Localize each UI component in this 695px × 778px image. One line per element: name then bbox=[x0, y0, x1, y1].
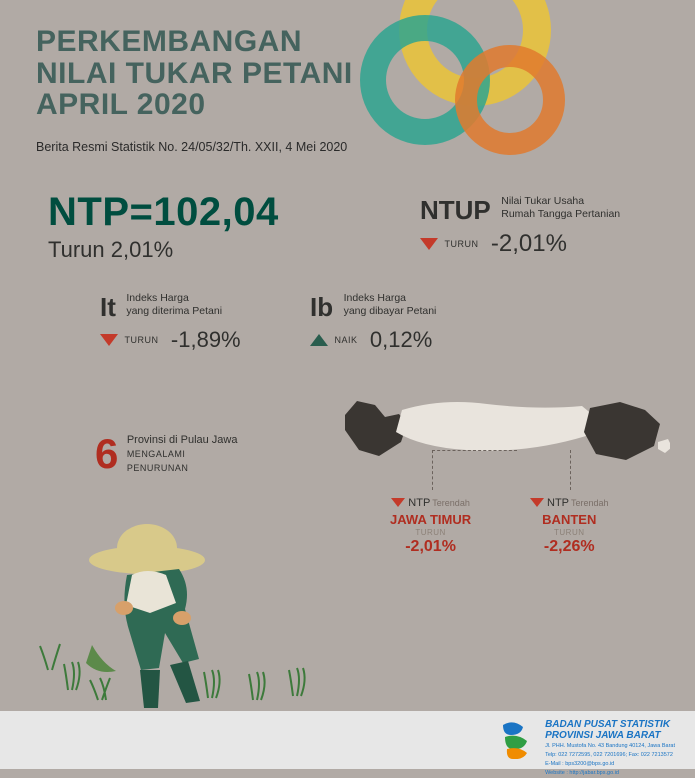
footer-web: Website : http://jabar.bps.go.id bbox=[545, 770, 675, 777]
ntp-value: NTP=102,04 bbox=[48, 190, 279, 235]
it-value: -1,89% bbox=[171, 327, 241, 353]
ib-direction-label: NAIK bbox=[334, 335, 357, 345]
farmer-illustration bbox=[32, 500, 332, 720]
provinces-stat: 6 Provinsi di Pulau Jawa MENGALAMI PENUR… bbox=[95, 430, 237, 478]
it-direction-label: TURUN bbox=[124, 335, 158, 345]
footer-addr: Jl. PHH. Mustofa No. 43 Bandung 40124, J… bbox=[545, 743, 675, 750]
footer-org2: PROVINSI JAWA BARAT bbox=[545, 730, 675, 741]
ntp-main-stat: NTP=102,04 Turun 2,01% bbox=[48, 190, 279, 263]
ntup-value: -2,01% bbox=[491, 230, 567, 258]
callout-region: JAWA TIMUR bbox=[390, 512, 471, 527]
it-stat: It Indeks Harga yang diterima Petani TUR… bbox=[100, 292, 241, 353]
footer: BADAN PUSAT STATISTIK PROVINSI JAWA BARA… bbox=[0, 711, 695, 769]
provinces-count: 6 bbox=[95, 430, 118, 478]
ib-label: Ib bbox=[310, 292, 333, 323]
callout-direction: TURUN bbox=[390, 528, 471, 537]
callout-jawa-timur: NTPTerendah JAWA TIMUR TURUN -2,01% bbox=[390, 493, 471, 556]
arrow-down-icon bbox=[100, 334, 118, 346]
ntup-stat: NTUP Nilai Tukar Usaha Rumah Tangga Pert… bbox=[420, 195, 620, 258]
footer-email: E-Mail : bps3200@bps.go.id bbox=[545, 761, 675, 768]
java-map bbox=[340, 380, 670, 475]
it-label: It bbox=[100, 292, 116, 323]
callout-region: BANTEN bbox=[530, 512, 609, 527]
ib-value: 0,12% bbox=[370, 327, 432, 353]
provinces-text: Provinsi di Pulau Jawa MENGALAMI PENURUN… bbox=[127, 433, 238, 476]
arrow-down-icon bbox=[420, 238, 438, 250]
connector-line bbox=[432, 450, 433, 490]
ntup-label: NTUP bbox=[420, 195, 491, 226]
footer-org1: BADAN PUSAT STATISTIK bbox=[545, 719, 675, 730]
page-title: PERKEMBANGAN NILAI TUKAR PETANI APRIL 20… bbox=[36, 26, 353, 121]
bps-logo-icon bbox=[499, 719, 533, 759]
callout-banten: NTPTerendah BANTEN TURUN -2,26% bbox=[530, 493, 609, 556]
decorative-rings bbox=[355, 0, 575, 170]
arrow-down-icon bbox=[530, 498, 544, 507]
it-description: Indeks Harga yang diterima Petani bbox=[126, 292, 222, 318]
title-line3: APRIL 2020 bbox=[36, 89, 353, 121]
ib-stat: Ib Indeks Harga yang dibayar Petani NAIK… bbox=[310, 292, 436, 353]
title-line1: PERKEMBANGAN bbox=[36, 26, 353, 58]
ntup-direction-label: TURUN bbox=[444, 239, 478, 249]
callout-direction: TURUN bbox=[530, 528, 609, 537]
callout-value: -2,26% bbox=[530, 538, 609, 556]
ib-description: Indeks Harga yang dibayar Petani bbox=[344, 292, 437, 318]
ntup-description: Nilai Tukar Usaha Rumah Tangga Pertanian bbox=[501, 195, 620, 221]
connector-line bbox=[432, 450, 517, 451]
arrow-up-icon bbox=[310, 334, 328, 346]
subtitle: Berita Resmi Statistik No. 24/05/32/Th. … bbox=[36, 140, 347, 154]
connector-line bbox=[570, 450, 571, 490]
ntp-change: Turun 2,01% bbox=[48, 237, 279, 263]
callout-value: -2,01% bbox=[390, 538, 471, 556]
footer-tel: Telp: 022 7272595, 022 7201696; Fax: 022… bbox=[545, 752, 675, 759]
arrow-down-icon bbox=[391, 498, 405, 507]
title-line2: NILAI TUKAR PETANI bbox=[36, 58, 353, 90]
